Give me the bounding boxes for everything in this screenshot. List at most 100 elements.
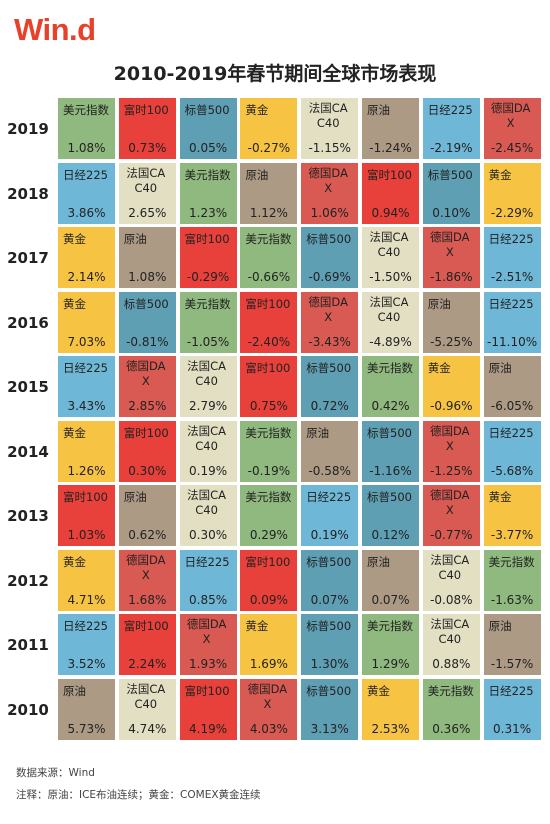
market-return: 1.03% [67, 528, 106, 542]
market-return: 0.19% [310, 528, 349, 542]
market-cell: 美元指数 -1.63% [483, 549, 541, 611]
market-return: -4.89% [369, 334, 412, 349]
market-name: 标普500 [306, 554, 352, 569]
market-cell: 原油 5.73% [58, 678, 115, 740]
market-cell: 法国CAC40 -1.50% [362, 227, 419, 288]
market-return: 0.05% [189, 141, 228, 155]
market-name: 黄金 [63, 232, 86, 246]
market-name: 日经225 [306, 490, 352, 504]
grid-row: 2010 原油 5.73% 法国CAC40 4.74% 富时100 4.19% 德国DAX 4.… [0, 678, 550, 742]
market-name: 原油 [306, 425, 330, 440]
year-label: 2016 [7, 313, 49, 332]
market-cell: 日经225 3.86% [58, 162, 115, 224]
market-cell: 美元指数 1.23% [179, 162, 237, 224]
market-return: 0.10% [432, 205, 471, 220]
market-cell: 黄金 -0.27% [240, 98, 298, 159]
market-return: 1.69% [249, 657, 288, 671]
market-cell: 黄金 -3.77% [483, 485, 541, 546]
market-name: 富时100 [123, 103, 169, 117]
market-return: 2.24% [128, 657, 167, 671]
market-cell: 德国DAX -1.25% [422, 420, 480, 482]
market-name: 美元指数 [245, 425, 292, 440]
market-return: -1.50% [369, 270, 412, 284]
market-cell: 美元指数 1.08% [58, 98, 115, 159]
market-name: 富时100 [63, 490, 108, 504]
market-name: 美元指数 [488, 554, 535, 569]
market-name: 法国CAC40 [308, 101, 348, 130]
year-label: 2012 [7, 571, 49, 590]
market-name: 黄金 [245, 619, 269, 633]
market-name: 美元指数 [427, 683, 474, 698]
market-return: -1.86% [430, 270, 473, 284]
market-cell: 美元指数 1.29% [362, 614, 419, 675]
market-name: 黄金 [488, 490, 512, 504]
market-return: -0.27% [247, 141, 291, 155]
market-cell: 日经225 -5.68% [483, 420, 541, 482]
market-return: 0.31% [493, 721, 532, 736]
grid-row: 2019 美元指数 1.08% 富时100 0.73% 标普500 0.05% 黄金 -0.27… [0, 97, 550, 161]
market-name: 日经225 [63, 619, 108, 633]
market-cell: 黄金 -0.96% [422, 356, 480, 417]
market-return: 7.03% [67, 334, 106, 349]
market-cell: 富时100 0.09% [240, 549, 298, 611]
year-label: 2010 [7, 700, 49, 719]
market-return: 1.06% [310, 205, 349, 220]
market-return: 2.85% [128, 399, 167, 413]
market-return: -1.24% [369, 141, 412, 155]
market-cell: 日经225 0.31% [483, 678, 541, 740]
market-cell: 黄金 -2.29% [483, 162, 541, 224]
market-name: 美元指数 [184, 296, 231, 311]
market-name: 原油 [488, 361, 512, 375]
market-name: 日经225 [488, 232, 534, 246]
market-name: 美元指数 [367, 361, 413, 375]
market-cell: 黄金 2.14% [58, 227, 115, 288]
market-cell: 美元指数 -0.19% [240, 420, 298, 482]
market-cell: 德国DAX -3.43% [301, 291, 359, 353]
market-name: 原油 [245, 167, 269, 182]
market-cell: 美元指数 0.42% [362, 356, 419, 417]
market-cell: 标普500 1.30% [301, 614, 359, 675]
market-return: 1.26% [67, 463, 106, 478]
market-name: 法国CAC40 [187, 423, 227, 453]
market-cell: 富时100 4.19% [179, 678, 237, 740]
year-label: 2017 [7, 249, 49, 267]
market-return: -3.43% [308, 334, 351, 349]
market-return: -3.77% [490, 528, 534, 542]
market-name: 美元指数 [245, 490, 292, 504]
market-return: -2.51% [490, 270, 534, 284]
market-return: 0.36% [432, 721, 471, 736]
wind-logo: Win.d [14, 12, 96, 47]
market-cell: 日经225 0.19% [301, 485, 359, 546]
market-name: 标普500 [427, 167, 473, 182]
market-return: -0.69% [308, 270, 351, 284]
market-return: -1.25% [430, 463, 473, 478]
market-cell: 标普500 0.05% [179, 98, 237, 159]
market-return: 3.43% [67, 399, 106, 413]
market-return: 0.62% [128, 528, 167, 542]
market-cell: 标普500 -1.16% [362, 420, 419, 482]
market-name: 黄金 [245, 103, 269, 117]
market-return: 0.85% [189, 592, 228, 607]
market-name: 黄金 [488, 167, 512, 182]
market-cell: 法国CAC40 2.79% [179, 356, 237, 417]
market-name: 法国CAC40 [430, 552, 470, 582]
market-name: 富时100 [245, 296, 291, 311]
year-label: 2019 [7, 120, 49, 138]
market-cell: 富时100 -2.40% [240, 291, 298, 353]
market-cell: 德国DAX 1.68% [118, 549, 176, 611]
market-name: 标普500 [306, 232, 352, 246]
market-return: 3.52% [67, 657, 106, 671]
market-cell: 日经225 -2.51% [483, 227, 541, 288]
market-name: 富时100 [184, 683, 230, 698]
market-name: 日经225 [63, 167, 108, 182]
market-return: -2.29% [490, 205, 534, 220]
market-cell: 法国CAC40 0.88% [422, 614, 480, 675]
grid-row: 2017 黄金 2.14% 原油 1.08% 富时100 -0.29% 美元指数 -0.66% 标… [0, 226, 550, 290]
market-name: 富时100 [367, 167, 412, 182]
market-name: 德国DAX [430, 488, 470, 517]
market-return: 0.88% [432, 657, 471, 671]
market-return: -0.66% [247, 270, 291, 284]
market-return: 0.73% [128, 141, 167, 155]
market-cell: 黄金 1.69% [240, 614, 298, 675]
market-cell: 日经225 -2.19% [422, 98, 480, 159]
